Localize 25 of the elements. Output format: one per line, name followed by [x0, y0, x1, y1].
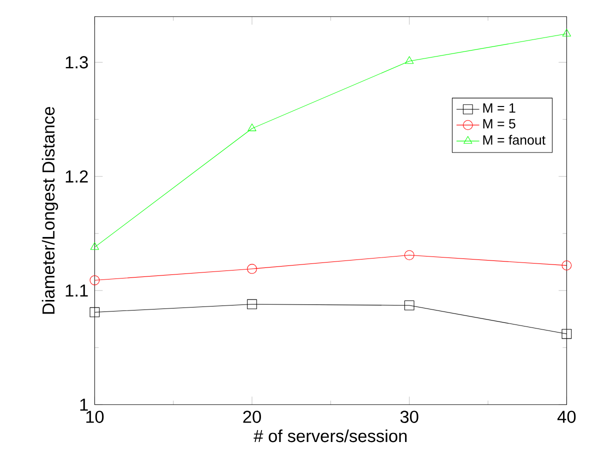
legend-label: M = 5 — [483, 119, 516, 129]
point — [562, 29, 571, 37]
y-axis-title: Diameter/Longest Distance — [42, 107, 58, 314]
point — [90, 307, 100, 318]
y-tick-label: 1.3 — [66, 56, 88, 69]
point — [248, 124, 256, 132]
x-tick-label: 20 — [243, 410, 261, 424]
point — [90, 242, 99, 250]
y-tick-label: 1.2 — [66, 170, 88, 183]
y-tick-label: 1.1 — [66, 284, 88, 297]
point — [562, 260, 572, 271]
point — [247, 264, 257, 274]
y-tick-label: 1 — [80, 398, 88, 411]
point — [404, 300, 414, 310]
x-tick-label: 10 — [86, 410, 104, 424]
point — [562, 329, 572, 340]
x-tick-label: 40 — [557, 410, 576, 424]
legend-label: M = 1 — [483, 104, 516, 113]
x-tick-label: 30 — [400, 410, 418, 424]
x-axis-title: # of servers/session — [254, 430, 407, 442]
point — [90, 276, 100, 286]
point — [405, 56, 414, 64]
point — [404, 250, 414, 260]
point — [247, 299, 257, 310]
legend-label: M = fanout — [483, 135, 546, 145]
